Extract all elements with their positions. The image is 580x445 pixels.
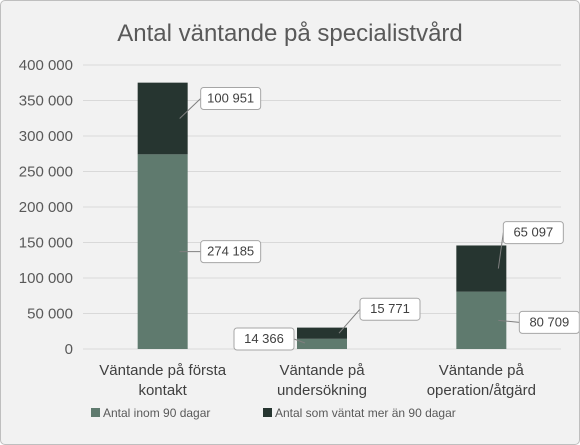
- bar-segment-within-90-days: [456, 291, 507, 349]
- bar-segment-over-90-days: [297, 327, 347, 339]
- data-label: 65 097: [513, 225, 553, 240]
- legend-swatch: [91, 408, 100, 417]
- data-label: 274 185: [207, 244, 254, 259]
- data-label-leader: [498, 319, 520, 323]
- data-label-box: [200, 240, 262, 264]
- data-label: 15 771: [370, 301, 410, 316]
- x-category-label: undersökning: [277, 382, 367, 399]
- data-labels: 274 185 100 951 14 366 15 771 80 709 65 097: [179, 86, 579, 351]
- bars: [137, 82, 507, 349]
- data-label-leader: [338, 308, 361, 334]
- y-tick-label: 400 000: [19, 57, 73, 74]
- legend-swatch: [263, 408, 272, 417]
- data-label: 80 709: [529, 314, 569, 329]
- y-tick-label: 300 000: [19, 128, 73, 145]
- chart-title: Antal väntande på specialistvård: [117, 20, 463, 47]
- y-tick-label: 50 000: [27, 306, 73, 323]
- bar-segment-within-90-days: [137, 154, 188, 349]
- y-tick-label: 150 000: [19, 235, 73, 252]
- x-category-label: operation/åtgärd: [427, 382, 536, 399]
- y-tick-label: 0: [65, 341, 73, 358]
- y-tick-label: 200 000: [19, 199, 73, 216]
- data-label-leader: [179, 98, 202, 119]
- y-tick-label: 250 000: [19, 164, 73, 181]
- x-axis-categories: Väntande på första kontakt Väntande på unde…: [99, 362, 536, 399]
- data-label: 14 366: [244, 331, 284, 346]
- data-label-box: [359, 297, 421, 321]
- y-tick-label: 350 000: [19, 93, 73, 110]
- x-category-label: kontakt: [138, 382, 187, 399]
- x-category-label: Väntande på: [279, 362, 365, 379]
- legend: Antal inom 90 dagar Antal som väntat mer …: [91, 406, 456, 420]
- y-tick-label: 100 000: [19, 270, 73, 287]
- bar-segment-within-90-days: [297, 338, 347, 349]
- data-label-box: [518, 310, 579, 334]
- legend-label: Antal inom 90 dagar: [103, 406, 210, 420]
- data-label-leader: [497, 232, 504, 269]
- x-category-label: Väntande på: [439, 362, 525, 379]
- data-label-leader: [293, 338, 306, 344]
- bar-segment-over-90-days: [456, 245, 507, 292]
- data-label-box: [233, 327, 295, 351]
- data-label: 100 951: [207, 90, 254, 105]
- bar-segment-over-90-days: [137, 82, 188, 155]
- data-label-box: [200, 86, 262, 110]
- y-axis-ticks: 0 50 000 100 000 150 000 200 000 250 000 300 0…: [19, 57, 73, 358]
- data-label-box: [502, 221, 564, 245]
- legend-label: Antal som väntat mer än 90 dagar: [275, 406, 456, 420]
- x-category-label: Väntande på första: [99, 362, 226, 379]
